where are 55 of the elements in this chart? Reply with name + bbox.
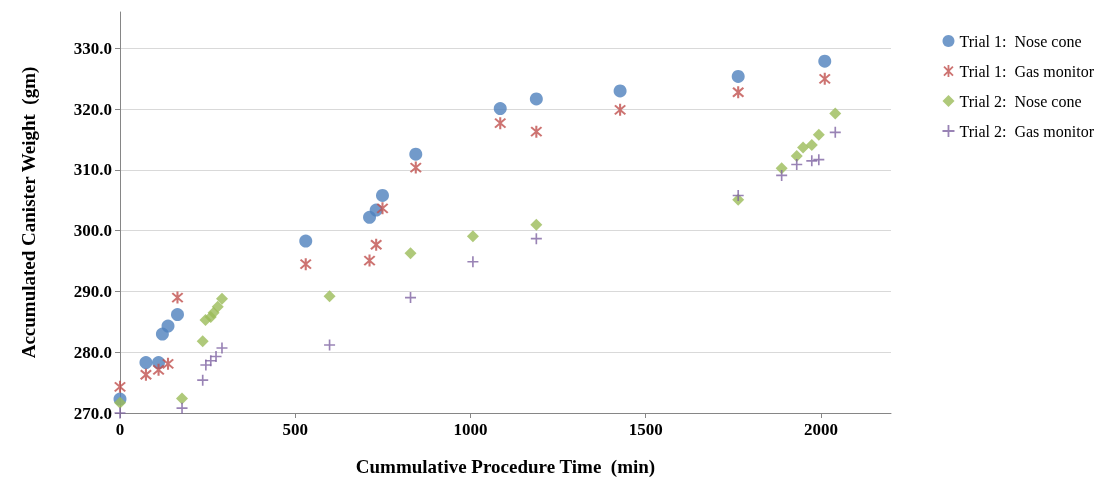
point	[215, 292, 228, 305]
point	[829, 126, 841, 138]
x-axis-title: Cummulative Procedure Time (min)	[355, 456, 656, 478]
y-tick-label: 330.0	[73, 38, 112, 58]
point	[818, 54, 832, 68]
x-tick-label: 500	[282, 420, 308, 439]
point	[139, 356, 153, 370]
point	[731, 69, 745, 83]
legend-label: Trial 1: Nose cone	[959, 32, 1082, 50]
point	[207, 306, 220, 319]
point	[323, 290, 336, 303]
point	[466, 230, 479, 243]
point	[376, 202, 389, 215]
point	[797, 141, 810, 154]
x-tick-label: 2000	[803, 420, 838, 439]
point	[200, 359, 212, 371]
y-tick-label: 290.0	[73, 281, 112, 301]
y-tick-label: 300.0	[73, 221, 112, 241]
point	[176, 402, 188, 414]
point	[114, 396, 126, 409]
point	[205, 355, 217, 367]
point	[805, 139, 818, 152]
point	[196, 335, 209, 348]
y-tick-label: 310.0	[73, 160, 112, 180]
point	[211, 300, 224, 313]
x-tick-label: 0	[115, 420, 125, 439]
point	[829, 107, 842, 120]
point	[376, 188, 389, 202]
legend-label: Trial 2: Gas monitor	[959, 122, 1095, 140]
point	[114, 407, 126, 419]
point	[812, 128, 825, 141]
point	[806, 155, 818, 167]
y-tick-label: 280.0	[73, 342, 112, 362]
legend-label: Trial 1: Gas monitor	[959, 62, 1095, 80]
point	[176, 392, 189, 405]
x-tick-label: 1500	[628, 420, 663, 439]
point	[409, 147, 423, 161]
point	[404, 247, 417, 260]
point	[161, 319, 175, 333]
point	[530, 218, 543, 231]
point	[613, 84, 627, 98]
point	[197, 374, 209, 386]
point	[170, 308, 184, 322]
point	[216, 342, 228, 354]
point	[529, 92, 543, 106]
point	[790, 150, 803, 162]
y-tick-label: 270.0	[73, 403, 112, 423]
point	[493, 102, 507, 116]
x-tick-label: 1000	[453, 420, 488, 439]
y-axis-title: Accumulated Canister Weight (gm)	[18, 66, 40, 359]
point	[299, 234, 313, 248]
legend-label: Trial 2: Nose cone	[959, 92, 1082, 110]
y-tick-label: 320.0	[73, 99, 112, 119]
point	[467, 256, 479, 268]
point	[775, 162, 788, 175]
